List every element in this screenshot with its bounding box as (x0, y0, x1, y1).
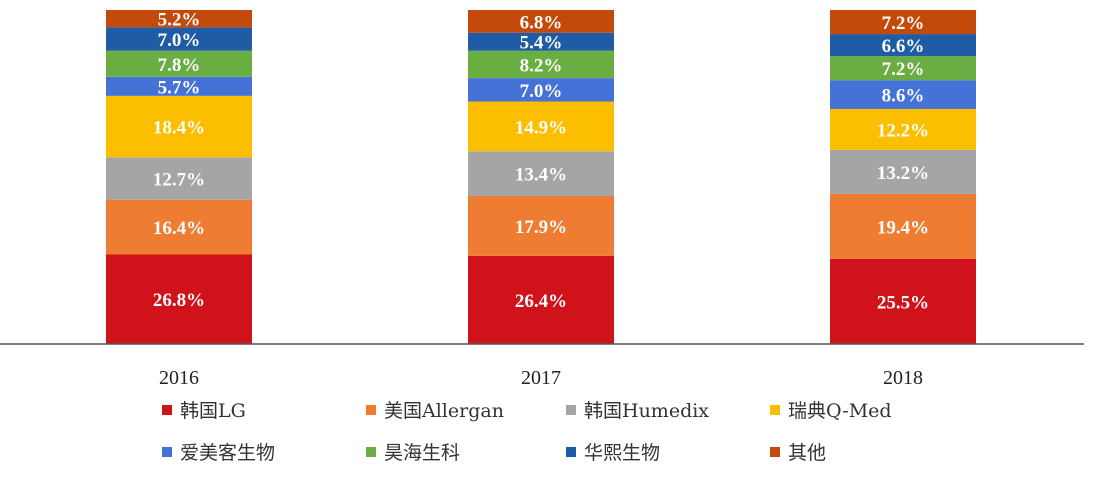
legend-label-7: 其他 (788, 442, 826, 464)
legend-swatch-3 (770, 405, 780, 415)
bar-segment-2018-4 (830, 80, 976, 109)
bar-segment-2018-2 (830, 149, 976, 194)
data-label-2017-1: 17.9% (515, 217, 567, 238)
data-label-2016-1: 16.4% (153, 218, 205, 239)
legend-label-0: 韩国LG (180, 400, 246, 422)
legend-label-4: 爱美客生物 (180, 442, 275, 464)
x-tick-label-2017: 2017 (521, 367, 561, 389)
legend-swatch-2 (566, 405, 576, 415)
bar-segment-2018-3 (830, 108, 976, 150)
bar-segment-2017-7 (468, 10, 614, 33)
legend-label-3: 瑞典Q-Med (788, 400, 892, 422)
bar-segment-2016-5 (106, 50, 252, 77)
data-label-2016-7: 5.2% (158, 10, 201, 31)
legend-swatch-7 (770, 447, 780, 457)
bar-segment-2016-3 (106, 95, 252, 158)
data-label-2017-0: 26.4% (515, 291, 567, 312)
legend-swatch-4 (162, 447, 172, 457)
bar-segment-2018-1 (830, 193, 976, 259)
bar-segment-2017-4 (468, 78, 614, 102)
bar-segment-2016-2 (106, 157, 252, 200)
data-label-2018-4: 8.6% (882, 86, 925, 107)
data-label-2016-0: 26.8% (153, 290, 205, 311)
bar-segment-2017-1 (468, 196, 614, 256)
data-label-2018-0: 25.5% (877, 292, 929, 313)
data-label-2017-4: 7.0% (520, 81, 563, 102)
bars-group: 26.8%16.4%12.7%18.4%5.7%7.8%7.0%5.2%26.4… (106, 10, 976, 344)
legend-label-5: 昊海生科 (384, 442, 460, 464)
data-label-2017-3: 14.9% (515, 117, 567, 138)
data-label-2017-2: 13.4% (515, 165, 567, 186)
data-label-2017-6: 5.4% (520, 33, 563, 54)
legend-swatch-5 (366, 447, 376, 457)
data-label-2018-2: 13.2% (877, 163, 929, 184)
data-label-2018-6: 6.6% (882, 36, 925, 57)
legend-label-2: 韩国Humedix (584, 400, 709, 422)
bar-segment-2017-5 (468, 50, 614, 79)
data-label-2016-5: 7.8% (158, 55, 201, 76)
legend-label-6: 华熙生物 (584, 442, 660, 464)
legend-label-1: 美国Allergan (384, 400, 504, 422)
bar-segment-2018-7 (830, 10, 976, 35)
bar-segment-2016-7 (106, 10, 252, 28)
bar-segment-2017-0 (468, 255, 614, 344)
data-label-2018-7: 7.2% (882, 13, 925, 34)
bar-segment-2016-0 (106, 254, 252, 344)
legend: 韩国LG 美国Allergan 韩国Humedix 瑞典Q-Med 爱美客生物 昊海生科 华… (162, 400, 892, 464)
x-axis-ticks: 2016 2017 2018 (159, 367, 923, 389)
data-label-2018-5: 7.2% (882, 59, 925, 80)
data-label-2016-6: 7.0% (158, 30, 201, 51)
data-label-2016-4: 5.7% (158, 77, 201, 98)
x-tick-label-2016: 2016 (159, 367, 199, 389)
data-label-2018-1: 19.4% (877, 217, 929, 238)
legend-swatch-6 (566, 447, 576, 457)
bar-segment-2017-2 (468, 151, 614, 197)
bar-segment-2018-5 (830, 56, 976, 81)
legend-swatch-0 (162, 405, 172, 415)
bar-segment-2016-1 (106, 199, 252, 255)
bar-segment-2018-6 (830, 34, 976, 57)
data-label-2017-5: 8.2% (520, 55, 563, 76)
data-label-2017-7: 6.8% (520, 12, 563, 33)
bar-segment-2016-6 (106, 27, 252, 51)
x-tick-label-2018: 2018 (883, 367, 923, 389)
bar-segment-2016-4 (106, 76, 252, 96)
bar-segment-2017-3 (468, 101, 614, 152)
data-label-2018-3: 12.2% (877, 120, 929, 141)
legend-swatch-1 (366, 405, 376, 415)
bar-segment-2018-0 (830, 258, 976, 344)
bar-segment-2017-6 (468, 32, 614, 51)
data-label-2016-2: 12.7% (153, 170, 205, 191)
data-label-2016-3: 18.4% (153, 118, 205, 139)
